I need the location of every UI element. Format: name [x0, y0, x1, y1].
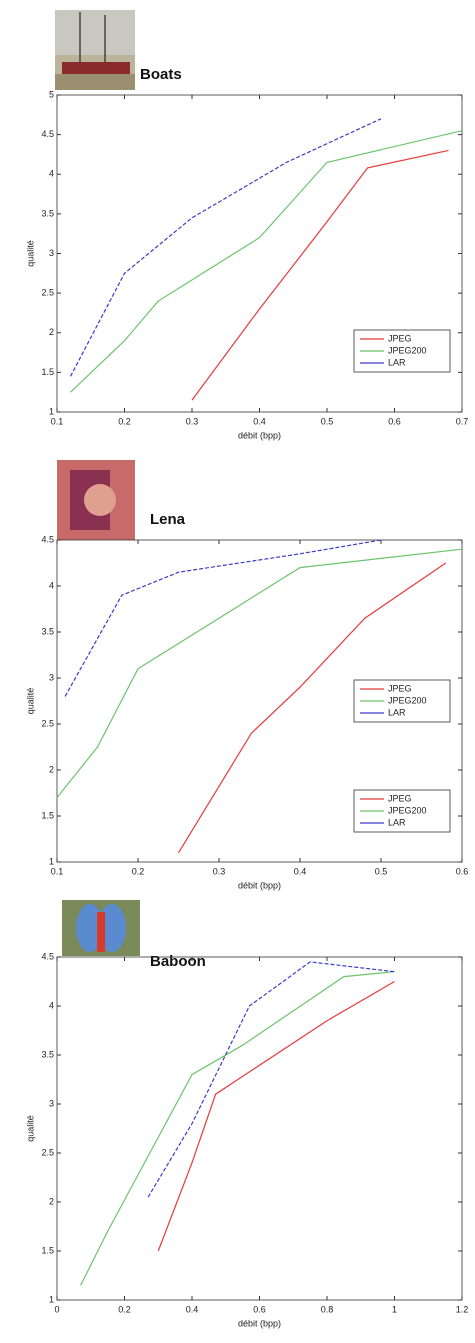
- y-tick-label: 2: [49, 1196, 54, 1206]
- data-line: [157, 980, 395, 1252]
- x-tick-label: 0.1: [51, 416, 64, 426]
- y-axis-label: qualité: [25, 688, 35, 715]
- chart-title: Lena: [150, 511, 186, 528]
- x-axis-label: débit (bpp): [238, 880, 281, 890]
- x-tick-label: 0.3: [213, 866, 226, 876]
- x-tick-label: 0.4: [294, 866, 307, 876]
- legend-label: LAR: [388, 357, 406, 367]
- y-tick-label: 1.5: [41, 367, 54, 377]
- y-tick-label: 3: [49, 1098, 54, 1108]
- y-tick-label: 5: [49, 89, 54, 99]
- legend-label: JPEG200: [388, 345, 427, 355]
- data-line: [70, 130, 463, 393]
- y-tick-label: 4.5: [41, 534, 54, 544]
- y-tick-label: 3: [49, 248, 54, 258]
- data-line: [64, 539, 382, 697]
- x-tick-label: 0.4: [186, 1304, 199, 1314]
- y-tick-label: 1: [49, 856, 54, 866]
- y-tick-label: 2: [49, 764, 54, 774]
- x-tick-label: 0.1: [51, 866, 64, 876]
- chart-title: Boats: [140, 66, 182, 83]
- x-tick-label: 0.2: [132, 866, 145, 876]
- legend-label: JPEG200: [388, 805, 427, 815]
- data-line: [147, 961, 395, 1198]
- y-axis-label: qualité: [25, 240, 35, 267]
- data-line: [69, 118, 382, 377]
- y-tick-label: 2.5: [41, 1147, 54, 1157]
- x-tick-label: 0.2: [118, 416, 131, 426]
- plot-frame: [56, 539, 463, 863]
- y-tick-label: 1: [49, 406, 54, 416]
- thumbnail-lena: [57, 460, 135, 540]
- x-axis-label: débit (bpp): [238, 1318, 281, 1328]
- x-tick-label: 0.6: [253, 1304, 266, 1314]
- legend-label: JPEG200: [388, 695, 427, 705]
- y-tick-label: 2.5: [41, 288, 54, 298]
- y-tick-label: 4.5: [41, 129, 54, 139]
- x-tick-label: 0.5: [321, 416, 334, 426]
- data-line: [80, 971, 395, 1286]
- y-tick-label: 4: [49, 1000, 54, 1010]
- data-line: [177, 562, 447, 854]
- x-tick-label: 0.6: [388, 416, 401, 426]
- x-tick-label: 0.4: [253, 416, 266, 426]
- data-line: [56, 548, 463, 798]
- legend-label: JPEG: [388, 683, 412, 693]
- y-tick-label: 2.5: [41, 718, 54, 728]
- x-tick-label: 1.2: [456, 1304, 469, 1314]
- x-tick-label: 0.5: [375, 866, 388, 876]
- x-tick-label: 0.7: [456, 416, 469, 426]
- y-tick-label: 3: [49, 672, 54, 682]
- thumbnail-boats: [55, 10, 135, 90]
- chart-title: Baboon: [150, 953, 206, 970]
- legend-label: LAR: [388, 707, 406, 717]
- y-tick-label: 4.5: [41, 951, 54, 961]
- y-tick-label: 3.5: [41, 1049, 54, 1059]
- x-tick-label: 0.2: [118, 1304, 131, 1314]
- x-axis-label: débit (bpp): [238, 430, 281, 440]
- legend-label: JPEG: [388, 793, 412, 803]
- x-tick-label: 0.3: [186, 416, 199, 426]
- y-tick-label: 1: [49, 1294, 54, 1304]
- y-tick-label: 1.5: [41, 1245, 54, 1255]
- x-tick-label: 0.6: [456, 866, 469, 876]
- x-tick-label: 1: [392, 1304, 397, 1314]
- plot-frame: [56, 956, 463, 1301]
- y-tick-label: 2: [49, 327, 54, 337]
- y-tick-label: 4: [49, 169, 54, 179]
- y-tick-label: 3.5: [41, 626, 54, 636]
- legend-label: LAR: [388, 817, 406, 827]
- y-axis-label: qualité: [25, 1115, 35, 1142]
- x-tick-label: 0.8: [321, 1304, 334, 1314]
- thumbnail-baboon: [62, 900, 140, 956]
- data-line: [191, 149, 449, 401]
- y-tick-label: 4: [49, 580, 54, 590]
- legend-label: JPEG: [388, 333, 412, 343]
- y-tick-label: 1.5: [41, 810, 54, 820]
- y-tick-label: 3.5: [41, 208, 54, 218]
- x-tick-label: 0: [54, 1304, 59, 1314]
